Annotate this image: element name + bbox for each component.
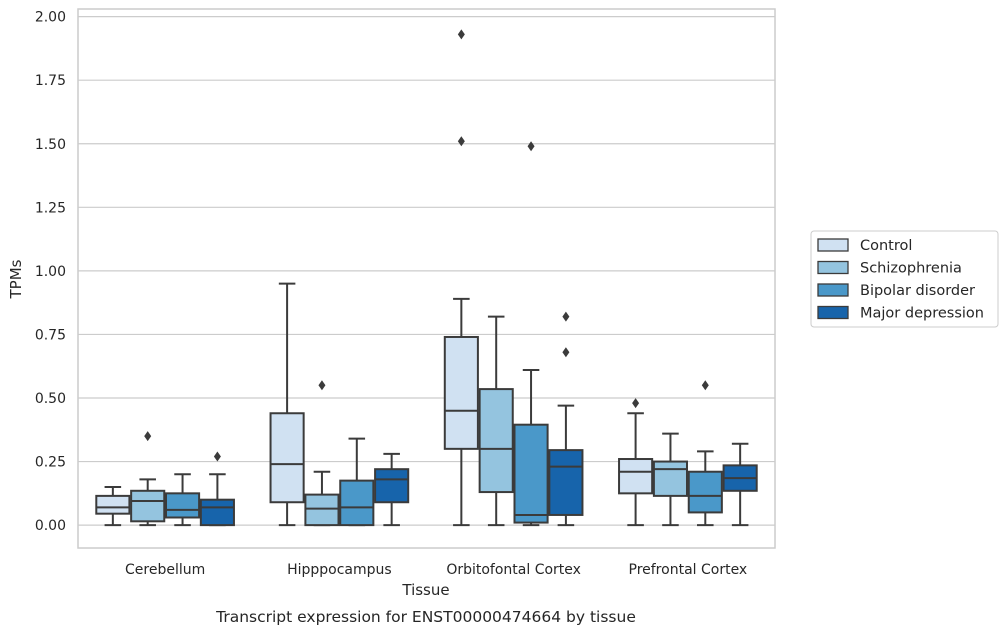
box-hipppocampus-major-depression [374,452,410,527]
grid-lines [78,16,775,526]
box-iqr [513,423,549,524]
y-tick-label: 1.00 [35,264,66,280]
y-tick-label: 1.50 [35,137,66,153]
y-tick-label: 1.75 [35,73,66,89]
outlier-marker [701,380,709,391]
box-iqr [95,494,131,515]
box-hipppocampus-control [269,282,305,527]
box-cerebellum-major-depression [199,451,235,527]
y-tick-label: 0.75 [35,327,66,343]
x-tick-label: Orbitofontal Cortex [446,562,581,578]
outlier-marker [144,431,152,442]
box-orbitofontal-cortex-schizophrenia [478,315,514,527]
y-tick-label: 0.50 [35,391,66,407]
legend-label: Control [860,238,912,254]
y-axis-title: TPMs [7,259,25,299]
outlier-marker [318,380,326,391]
box-iqr [269,412,305,504]
box-prefrontal-cortex-major-depression [722,442,758,527]
legend-swatch [817,305,849,320]
box-iqr [652,460,689,497]
box-iqr [687,470,723,514]
outlier-marker [562,347,570,358]
legend-swatch [817,238,849,252]
boxes-layer [95,29,758,527]
box-iqr [164,492,201,519]
box-hipppocampus-schizophrenia [304,380,340,527]
box-hipppocampus-bipolar-disorder [339,437,375,527]
legend-frame [810,230,999,328]
legend-swatch [817,260,849,275]
box-iqr [618,458,654,495]
outlier-marker [562,311,570,322]
outlier-marker [632,398,640,409]
box-iqr [304,493,340,527]
plot-area-frame [77,8,776,549]
y-tick-label: 2.00 [35,10,66,26]
outlier-marker [457,29,465,40]
box-iqr [130,489,166,523]
outlier-marker [213,451,221,462]
legend-label: Bipolar disorder [860,283,975,299]
box-iqr [443,335,479,450]
y-tick-label: 0.25 [35,455,66,471]
box-prefrontal-cortex-bipolar-disorder [687,380,723,527]
x-tick-label: Cerebellum [125,562,205,578]
box-cerebellum-schizophrenia [130,431,166,527]
box-prefrontal-cortex-control [618,398,654,527]
x-axis-ticks: Cerebellum Hipppocampus Orbitofontal Corte… [125,562,747,578]
outlier-marker [527,141,535,152]
box-cerebellum-bipolar-disorder [164,473,201,527]
box-prefrontal-cortex-schizophrenia [652,432,689,527]
box-orbitofontal-cortex-major-depression [548,311,584,527]
y-axis-ticks: 0.00 0.25 0.50 0.75 1.00 1.25 1.50 1.75 2.00 [35,10,66,534]
legend: Control Schizophrenia Bipolar disorder Majo… [810,230,999,328]
y-tick-label: 1.25 [35,200,66,216]
box-orbitofontal-cortex-control [443,29,479,527]
x-tick-label: Hipppocampus [287,562,392,578]
outlier-marker [457,136,465,147]
legend-label: Major depression [860,306,984,322]
box-iqr [374,468,410,504]
box-cerebellum-control [95,485,131,527]
box-iqr [478,388,514,494]
x-tick-label: Prefrontal Cortex [629,562,748,578]
x-axis-title: Tissue [401,581,449,599]
box-orbitofontal-cortex-bipolar-disorder [513,141,549,527]
y-tick-label: 0.00 [35,518,66,534]
box-iqr [199,498,235,527]
chart-caption: Transcript expression for ENST0000047466… [215,608,636,626]
box-iqr [339,479,375,527]
legend-label: Schizophrenia [860,261,962,277]
legend-swatch [817,283,849,297]
box-iqr [548,449,584,516]
